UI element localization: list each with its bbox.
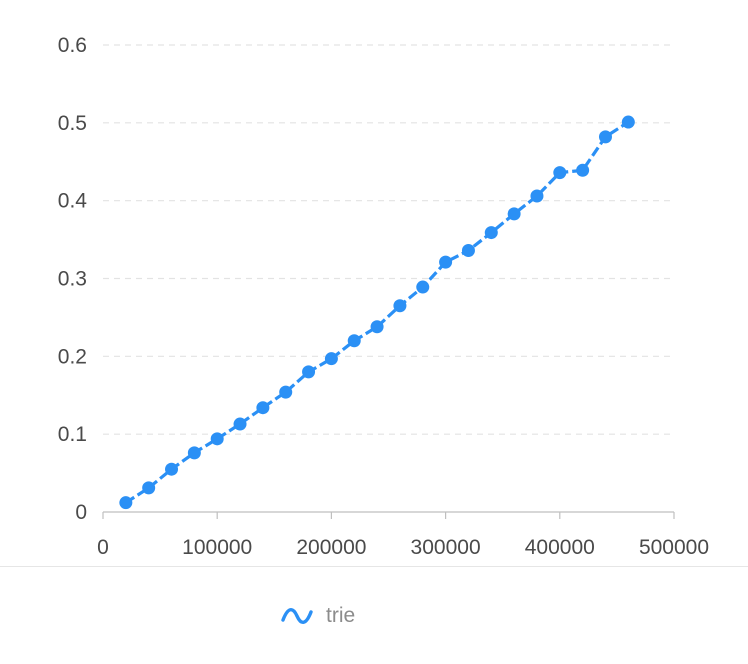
grid-lines [103,44,674,435]
x-tick-label: 0 [97,536,109,559]
y-tick-label: 0.5 [58,112,87,135]
data-point[interactable] [416,280,430,294]
x-axis [102,511,675,519]
y-tick-label: 0.1 [58,423,87,446]
data-point[interactable] [553,166,567,180]
data-point[interactable] [461,243,475,257]
data-point[interactable] [142,481,156,495]
line-chart: 0 0.1 0.2 0.3 0.4 0.5 0.6 0 100000 200000 300000 4… [58,34,709,559]
x-axis-tick-labels: 0 100000 200000 300000 400000 500000 [97,536,709,559]
x-tick-label: 400000 [525,536,595,559]
data-point[interactable] [598,130,612,144]
data-point[interactable] [530,189,544,203]
y-tick-label: 0.6 [58,34,87,57]
series-line [124,120,630,505]
y-axis-tick-labels: 0 0.1 0.2 0.3 0.4 0.5 0.6 [58,34,88,524]
data-point[interactable] [324,352,338,366]
data-point[interactable] [165,462,179,476]
data-point[interactable] [187,446,201,460]
data-point[interactable] [279,385,293,399]
data-point[interactable] [370,320,384,334]
data-point[interactable] [302,365,316,379]
y-tick-label: 0.3 [58,268,87,291]
data-point[interactable] [393,299,407,313]
data-point[interactable] [210,432,224,446]
data-point[interactable] [347,334,361,348]
data-point[interactable] [119,496,133,510]
data-point[interactable] [484,226,498,240]
line-series-icon [281,608,313,624]
data-point[interactable] [576,163,590,177]
legend[interactable]: trie [280,600,355,632]
y-tick-label: 0.2 [58,345,87,368]
data-point[interactable] [621,115,635,129]
data-point[interactable] [233,417,247,431]
legend-divider [0,566,748,567]
x-tick-label: 200000 [296,536,366,559]
x-tick-label: 100000 [182,536,252,559]
x-tick-label: 300000 [411,536,481,559]
y-tick-label: 0.4 [58,190,88,213]
series-trie[interactable] [119,115,635,510]
y-tick-label: 0 [75,501,87,524]
x-tick-label: 500000 [639,536,709,559]
legend-label: trie [326,604,356,627]
data-point[interactable] [256,401,270,415]
data-point[interactable] [439,255,453,269]
data-point[interactable] [507,207,521,221]
